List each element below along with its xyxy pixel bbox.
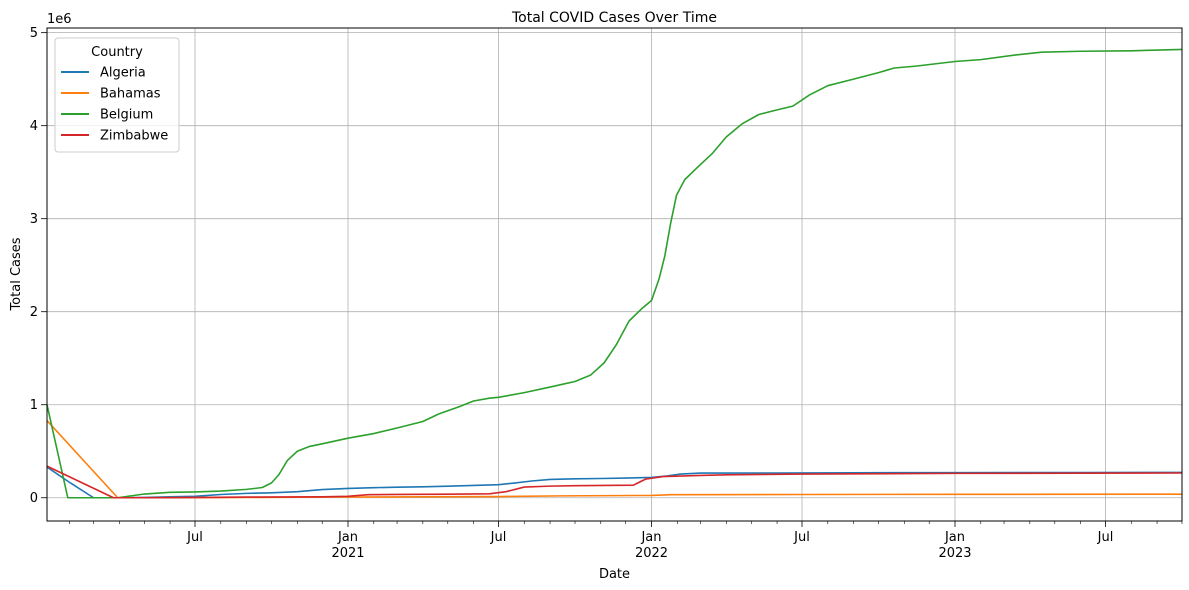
x-tick-label: Jul <box>793 530 810 545</box>
y-axis-ticks: 0 1 2 3 4 5 <box>30 26 47 506</box>
y-axis-label: Total Cases <box>9 237 24 311</box>
legend-label-algeria: Algeria <box>100 66 146 81</box>
legend-label-bahamas: Bahamas <box>100 87 161 102</box>
x-tick-year-label: 2021 <box>331 546 364 561</box>
y-tick-label: 2 <box>30 305 38 320</box>
chart-title: Total COVID Cases Over Time <box>511 10 717 26</box>
x-tick-label: Jul <box>186 530 203 545</box>
x-tick-label: Jan <box>640 530 661 545</box>
series-lines <box>46 48 1183 499</box>
plot-frame <box>46 27 1183 522</box>
y-tick-label: 0 <box>30 491 38 506</box>
x-tick-label: Jan <box>944 530 965 545</box>
legend: Country Algeria Bahamas Belgium Zimbabwe <box>54 37 180 153</box>
y-tick-label: 4 <box>30 119 38 134</box>
series-line-zimbabwe <box>46 465 1183 499</box>
series-line-belgium <box>46 48 1183 499</box>
series-line-algeria <box>46 466 1183 499</box>
x-tick-label: Jul <box>1097 530 1114 545</box>
legend-box <box>54 37 180 153</box>
x-tick-year-label: 2023 <box>938 546 971 561</box>
x-axis-label: Date <box>599 567 630 582</box>
y-tick-label: 3 <box>30 212 38 227</box>
x-tick-label: Jul <box>490 530 507 545</box>
legend-title: Country <box>91 45 143 60</box>
x-tick-label: Jan <box>337 530 358 545</box>
y-axis-offset-text: 1e6 <box>47 12 72 27</box>
legend-label-zimbabwe: Zimbabwe <box>100 129 168 144</box>
x-tick-year-label: 2022 <box>635 546 668 561</box>
y-tick-label: 5 <box>30 26 38 41</box>
legend-label-belgium: Belgium <box>100 108 153 123</box>
y-tick-label: 1 <box>30 398 38 413</box>
